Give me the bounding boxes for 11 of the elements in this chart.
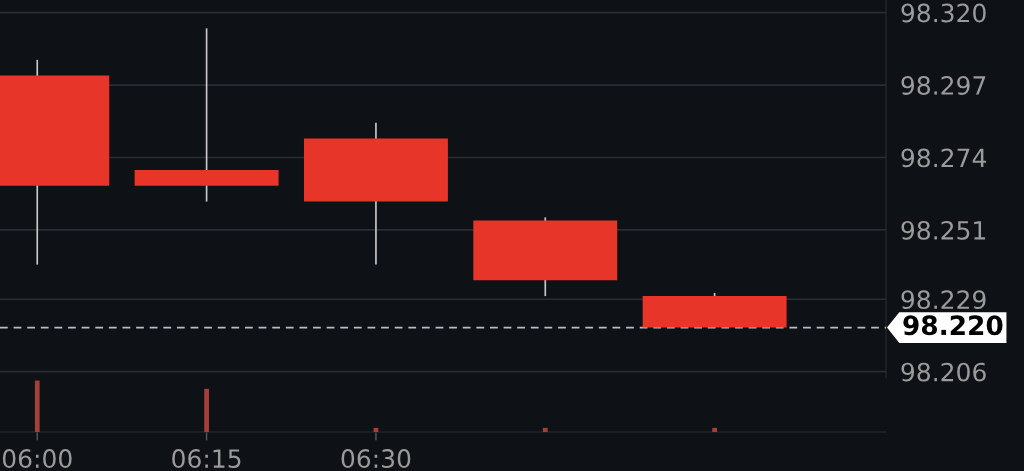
ref-line-label: 98.220 xyxy=(903,315,1003,336)
x-tick-label: 06:15 xyxy=(172,449,241,469)
candlestick xyxy=(134,27,279,203)
x-tick-label: 06:00 xyxy=(2,449,72,469)
y-tick-label: 98.251 xyxy=(901,220,986,240)
x-tick-label: 06:30 xyxy=(341,449,411,469)
y-tick-label: 98.229 xyxy=(901,290,986,310)
y-tick-label: 98.274 xyxy=(901,148,986,168)
y-tick-label: 98.297 xyxy=(901,75,986,95)
y-tick-label: 98.206 xyxy=(901,362,986,382)
y-tick-label: 98.320 xyxy=(901,3,986,23)
